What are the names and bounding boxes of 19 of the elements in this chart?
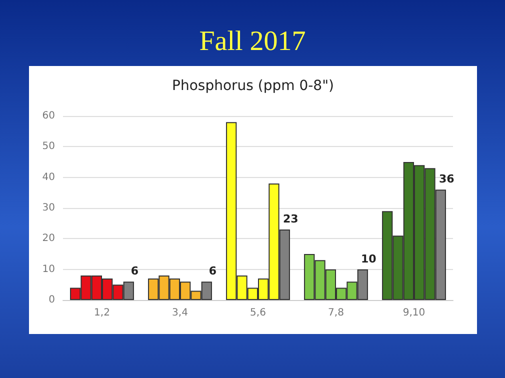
y-tick-label: 0	[48, 294, 55, 306]
data-label: 10	[360, 252, 377, 266]
data-label: 36	[438, 172, 455, 186]
y-tick-label: 50	[42, 141, 55, 152]
y-tick-label: 30	[42, 202, 55, 214]
data-label: 23	[282, 212, 298, 226]
chart-title: Fall 2017	[198, 26, 307, 58]
data-label: 6	[208, 264, 217, 278]
x-tick-label: 1,2	[94, 308, 110, 318]
y-tick-label: 60	[42, 110, 55, 122]
x-tick-label: 3,4	[172, 308, 188, 318]
y-tick-label: 20	[42, 233, 55, 244]
x-tick-label: 9,10	[402, 308, 426, 318]
data-label: 6	[130, 264, 139, 278]
chart-subtitle: Phosphorus (ppm 0-8")	[172, 78, 334, 94]
y-tick-label: 10	[42, 264, 55, 275]
x-tick-label: 5,6	[250, 308, 266, 318]
x-tick-label: 7,8	[328, 308, 344, 318]
y-tick-label: 40	[42, 172, 55, 183]
